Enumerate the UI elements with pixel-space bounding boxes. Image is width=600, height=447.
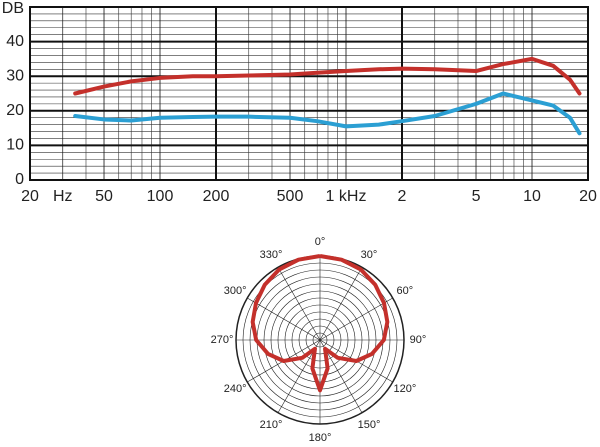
x-tick-label: 10 bbox=[523, 188, 541, 205]
x-tick-label: 20 bbox=[579, 188, 597, 205]
x-tick-label: 500 bbox=[277, 188, 304, 205]
y-tick-label: 10 bbox=[6, 137, 24, 154]
angle-label: 150° bbox=[358, 419, 381, 431]
x-tick-label: Hz bbox=[53, 188, 73, 205]
x-tick-label: 1 kHz bbox=[326, 188, 367, 205]
y-tick-label: 20 bbox=[6, 102, 24, 119]
angle-label: 210° bbox=[260, 419, 283, 431]
polar-pattern bbox=[250, 254, 390, 393]
y-tick-label: 40 bbox=[6, 33, 24, 50]
angle-label: 30° bbox=[361, 249, 378, 261]
polar-spoke bbox=[319, 267, 363, 341]
polar-spoke bbox=[319, 297, 393, 341]
series-line bbox=[73, 91, 582, 136]
angle-label: 330° bbox=[260, 249, 283, 261]
plot-frame bbox=[29, 6, 589, 181]
y-axis-label: DB bbox=[2, 0, 24, 17]
angle-label: 90° bbox=[410, 334, 427, 346]
x-tick-label: 5 bbox=[472, 188, 481, 205]
polar-spoke bbox=[247, 297, 321, 341]
x-tick-label: 200 bbox=[203, 188, 230, 205]
angle-label: 0° bbox=[315, 236, 326, 248]
y-tick-label: 30 bbox=[6, 67, 24, 84]
x-tick-label: 100 bbox=[147, 188, 174, 205]
angle-label: 120° bbox=[393, 383, 416, 395]
angle-label: 240° bbox=[224, 383, 247, 395]
angle-label: 300° bbox=[224, 285, 247, 297]
polar-spoke bbox=[277, 267, 321, 341]
angle-label: 270° bbox=[211, 334, 234, 346]
x-tick-label: 20 bbox=[21, 188, 39, 205]
x-tick-label: 2 bbox=[398, 188, 407, 205]
series-line bbox=[73, 56, 582, 96]
x-tick-label: 50 bbox=[95, 188, 113, 205]
angle-label: 180° bbox=[309, 432, 332, 442]
y-tick-label: 0 bbox=[15, 171, 24, 188]
angle-label: 60° bbox=[397, 285, 414, 297]
